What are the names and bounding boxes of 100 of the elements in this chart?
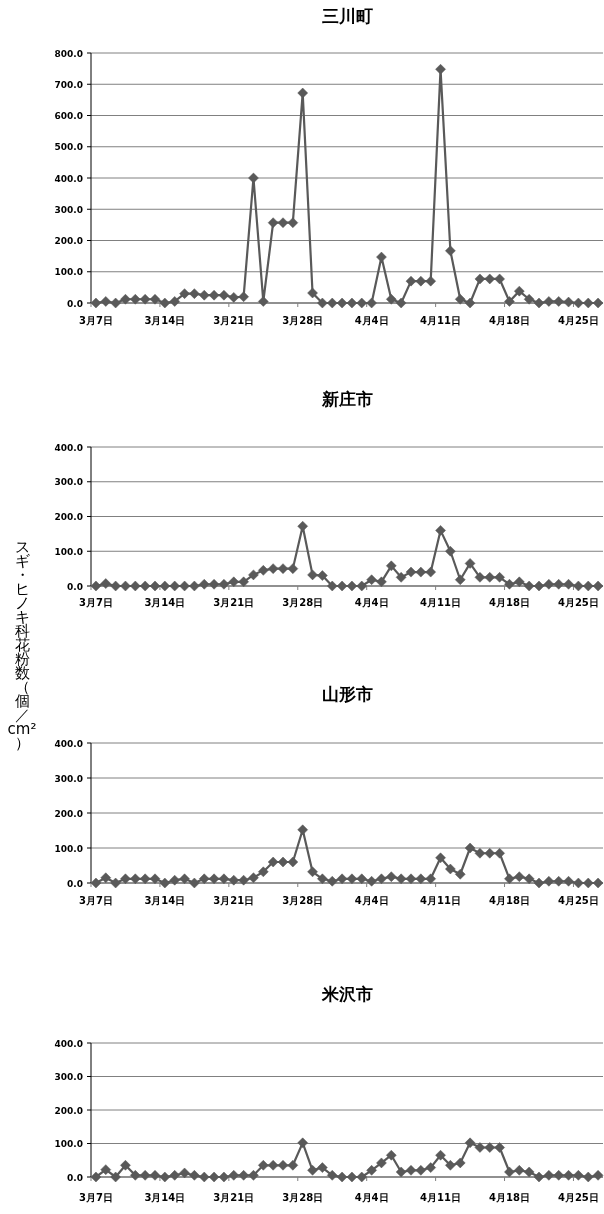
x-tick-label: 4月11日 bbox=[420, 597, 461, 608]
point bbox=[159, 877, 171, 889]
point bbox=[120, 1160, 131, 1171]
point bbox=[464, 1137, 476, 1149]
point bbox=[110, 580, 121, 592]
point bbox=[208, 873, 220, 885]
chart-title: 山形市 bbox=[321, 684, 373, 704]
x-tick-label: 3月28日 bbox=[282, 315, 324, 326]
point bbox=[356, 873, 368, 885]
point bbox=[523, 873, 535, 885]
chart-title: 三川町 bbox=[321, 6, 373, 26]
point bbox=[425, 873, 436, 885]
y-tick-label: 0.0 bbox=[67, 1172, 83, 1183]
point bbox=[553, 876, 564, 887]
point bbox=[405, 1165, 417, 1176]
point bbox=[258, 565, 269, 576]
point bbox=[563, 579, 574, 590]
point bbox=[386, 560, 397, 572]
x-tick-label: 4月4日 bbox=[354, 1192, 389, 1203]
point bbox=[198, 579, 210, 590]
point bbox=[248, 872, 259, 883]
y-tick-label: 800.0 bbox=[54, 48, 83, 59]
point bbox=[267, 1160, 279, 1171]
point bbox=[366, 876, 377, 887]
y-tick-label: 400.0 bbox=[54, 442, 83, 453]
point bbox=[435, 852, 446, 864]
x-tick-label: 4月18日 bbox=[489, 895, 530, 906]
point bbox=[120, 294, 131, 305]
point bbox=[169, 874, 180, 886]
point bbox=[454, 1157, 466, 1169]
point bbox=[287, 563, 299, 574]
point bbox=[386, 1149, 397, 1161]
point bbox=[258, 296, 269, 307]
point bbox=[198, 1171, 210, 1183]
point bbox=[543, 579, 555, 590]
point bbox=[425, 1162, 436, 1173]
point bbox=[573, 877, 584, 889]
point bbox=[504, 873, 515, 885]
point bbox=[218, 289, 230, 301]
point bbox=[307, 1165, 318, 1176]
point bbox=[464, 558, 476, 569]
point bbox=[159, 297, 171, 309]
point bbox=[287, 856, 299, 868]
point bbox=[189, 877, 200, 889]
y-tick-label: 600.0 bbox=[54, 111, 83, 121]
point bbox=[179, 1167, 190, 1179]
point bbox=[445, 546, 456, 557]
y-tick-label: 300.0 bbox=[54, 773, 83, 784]
point bbox=[435, 1149, 446, 1161]
point bbox=[425, 275, 436, 287]
point bbox=[494, 848, 505, 859]
x-tick-label: 4月18日 bbox=[489, 1192, 530, 1203]
x-tick-label: 3月21日 bbox=[213, 1192, 255, 1203]
point bbox=[317, 1162, 328, 1173]
point bbox=[494, 273, 505, 285]
point bbox=[504, 296, 515, 307]
y-tick-label: 700.0 bbox=[54, 79, 83, 90]
y-tick-label: 400.0 bbox=[54, 173, 83, 184]
point bbox=[494, 572, 505, 583]
y-tick-label: 300.0 bbox=[54, 477, 83, 488]
x-tick-label: 4月25日 bbox=[557, 315, 599, 326]
point bbox=[543, 876, 555, 887]
point bbox=[149, 1170, 161, 1181]
y-tick-label: 200.0 bbox=[54, 512, 83, 522]
point bbox=[110, 297, 121, 309]
point bbox=[336, 873, 348, 885]
point bbox=[395, 1166, 407, 1178]
point bbox=[297, 824, 308, 836]
point bbox=[317, 570, 328, 581]
point bbox=[445, 245, 456, 257]
x-tick-label: 4月4日 bbox=[354, 315, 389, 326]
point bbox=[563, 296, 574, 308]
point bbox=[326, 876, 338, 887]
x-tick-label: 3月14日 bbox=[144, 597, 186, 608]
point bbox=[514, 871, 525, 882]
point bbox=[130, 873, 141, 885]
point bbox=[415, 1165, 427, 1176]
point bbox=[376, 1157, 387, 1169]
point bbox=[592, 1170, 604, 1181]
point bbox=[553, 579, 564, 590]
point bbox=[100, 1164, 112, 1175]
point bbox=[376, 576, 387, 588]
y-tick-label: 100.0 bbox=[54, 843, 83, 854]
point bbox=[198, 289, 210, 301]
point bbox=[563, 876, 574, 887]
point bbox=[464, 297, 476, 309]
x-tick-label: 3月21日 bbox=[213, 597, 255, 608]
point bbox=[445, 1160, 456, 1171]
x-tick-label: 3月7日 bbox=[78, 597, 113, 608]
y-tick-label: 500.0 bbox=[54, 142, 83, 153]
x-tick-label: 3月7日 bbox=[78, 895, 113, 906]
y-tick-label: 100.0 bbox=[54, 546, 83, 557]
point bbox=[90, 877, 102, 889]
point bbox=[130, 580, 141, 592]
point bbox=[248, 1170, 259, 1181]
point bbox=[258, 866, 269, 878]
x-tick-label: 4月11日 bbox=[420, 895, 461, 906]
point bbox=[90, 297, 102, 309]
point bbox=[454, 574, 466, 585]
x-tick-label: 3月28日 bbox=[282, 895, 324, 906]
